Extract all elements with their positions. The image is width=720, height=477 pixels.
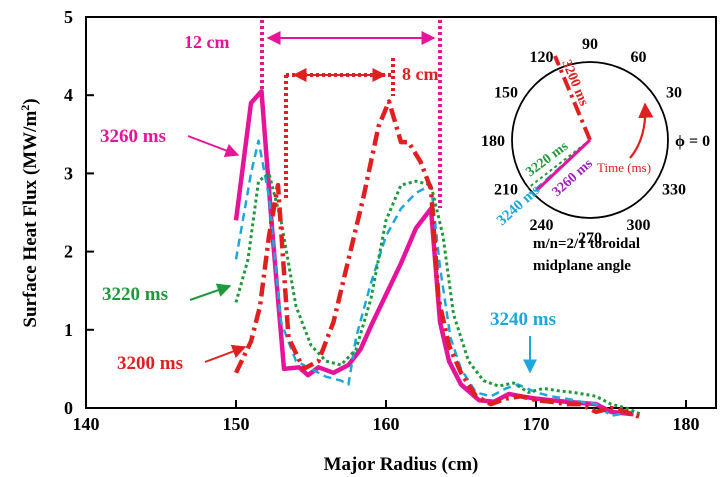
annotation-3220ms-arrow — [189, 283, 232, 301]
annotation-3240ms-right: 3240 ms — [490, 309, 556, 330]
y-tick-label: 5 — [64, 7, 73, 27]
inset-angle-label: 150 — [494, 85, 518, 102]
width-12cm-label: 12 cm — [184, 32, 229, 52]
y-axis-label-close: ) — [20, 98, 41, 104]
series-line-3240-ms — [234, 139, 634, 418]
x-tick-label: 140 — [73, 414, 100, 434]
inset-angle-label: 270 — [578, 230, 602, 247]
inset-angle-label: 180 — [481, 133, 505, 150]
series-line-3220-ms — [234, 171, 642, 416]
inset-angle-labels: 90 60 30 ϕ = 0 330 300 270 240 210 180 150 120 — [481, 36, 710, 247]
y-axis-label-superscript: 2 — [18, 105, 32, 111]
inset-caption-line1: m/n=2/1 toroidal — [533, 236, 640, 252]
y-tick-label: 4 — [64, 85, 73, 105]
x-axis-label: Major Radius (cm) — [324, 454, 479, 475]
annotation-3200ms: 3200 ms — [117, 353, 183, 374]
inset-circle — [511, 61, 669, 219]
x-tick-label: 150 — [223, 414, 250, 434]
inset-angle-label: 240 — [530, 217, 554, 234]
y-tick-label: 3 — [64, 163, 73, 183]
y-axis-label: Surface Heat Flux (MW/m2) — [18, 98, 41, 327]
x-tick-label: 160 — [373, 414, 400, 434]
inset-angle-label: 330 — [662, 182, 686, 199]
inset-caption-line2: midplane angle — [533, 258, 631, 274]
y-tick-label: 0 — [64, 398, 73, 418]
inset-background — [482, 22, 714, 280]
inset-time-arrow — [629, 102, 654, 159]
annotation-3260ms-arrow — [187, 135, 240, 158]
inset-angle-label: ϕ = 0 — [675, 133, 710, 150]
x-axis: 140 150 160 170 180 — [73, 400, 700, 434]
annotation-3220ms: 3220 ms — [102, 284, 168, 305]
inset-line-3260ms — [534, 138, 592, 193]
series-line-3200-ms — [233, 99, 642, 420]
inset-angle-label: 300 — [627, 217, 651, 234]
inset-time-label: Time (ms) — [597, 160, 651, 175]
series-layer — [233, 89, 642, 420]
inset-angle-label: 30 — [666, 85, 682, 102]
inset-line-3200ms — [553, 55, 592, 141]
annotation-3200ms-arrow — [204, 344, 247, 363]
plot-frame — [85, 16, 717, 409]
x-tick-label: 170 — [523, 414, 550, 434]
inset-angle-label: 90 — [582, 36, 598, 53]
inset-angle-label: 60 — [631, 49, 647, 66]
x-tick-label: 180 — [673, 414, 700, 434]
inset-angle-label: 210 — [494, 182, 518, 199]
y-tick-label: 1 — [64, 320, 73, 340]
width-8cm-label: 8 cm — [402, 64, 438, 84]
y-axis: 0 1 2 3 4 5 — [64, 7, 94, 418]
annotation-3260ms: 3260 ms — [100, 126, 166, 147]
inset-angle-label: 120 — [530, 49, 554, 66]
y-tick-label: 2 — [64, 242, 73, 262]
